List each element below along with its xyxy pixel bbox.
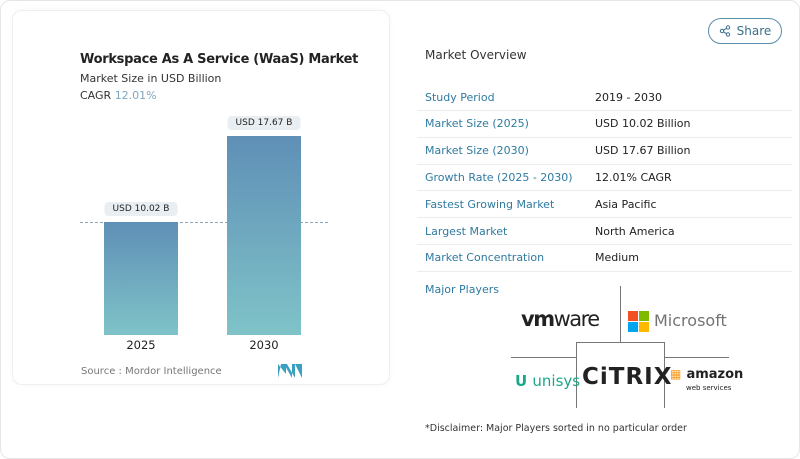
overview-row: Study Period 2019 - 2030 xyxy=(417,84,792,111)
citrix-logo: CiTRIX xyxy=(582,364,673,390)
row-value: North America xyxy=(595,224,675,238)
overview-row: Growth Rate (2025 - 2030) 12.01% CAGR xyxy=(417,164,792,192)
chart-card xyxy=(12,10,390,385)
share-icon xyxy=(719,25,730,37)
overview-row: Market Size (2025) USD 10.02 Billion xyxy=(417,111,792,138)
row-key: Market Size (2030) xyxy=(425,144,529,158)
vmware-logo: vmware xyxy=(521,307,600,331)
row-value: Medium xyxy=(595,251,639,265)
chart-subtitle: Market Size in USD Billion xyxy=(80,72,222,85)
divider xyxy=(511,357,576,358)
row-key: Largest Market xyxy=(425,224,508,238)
x-tick-label: 2030 xyxy=(249,338,279,352)
microsoft-logo xyxy=(628,311,649,332)
disclaimer: *Disclaimer: Major Players sorted in no … xyxy=(425,423,687,434)
share-label: Share xyxy=(736,24,772,38)
chart-title: Workspace As A Service (WaaS) Market xyxy=(80,52,359,67)
cagr-value: 12.01% xyxy=(114,89,157,102)
overview-row: Largest Market North America xyxy=(417,218,792,245)
row-key: Study Period xyxy=(425,90,495,104)
major-players-title: Major Players xyxy=(425,283,499,296)
x-tick-label: 2025 xyxy=(126,338,156,352)
citrix-box xyxy=(576,342,665,408)
row-key: Market Concentration xyxy=(425,251,545,265)
microsoft-logo-text: Microsoft xyxy=(654,311,727,330)
bar-2025 xyxy=(104,222,178,335)
row-value: 12.01% CAGR xyxy=(595,170,672,184)
aws-logo: ▦ amazon web services xyxy=(670,367,744,392)
row-value: USD 10.02 Billion xyxy=(595,117,691,131)
data-label: USD 10.02 B xyxy=(104,202,178,217)
row-value: Asia Pacific xyxy=(595,197,657,211)
row-key: Market Size (2025) xyxy=(425,117,529,131)
divider xyxy=(620,286,621,343)
overview-row: Fastest Growing Market Asia Pacific xyxy=(417,191,792,219)
row-key: Fastest Growing Market xyxy=(425,197,555,211)
divider xyxy=(664,357,729,358)
reference-line xyxy=(80,222,328,223)
share-button[interactable]: Share xyxy=(708,18,782,44)
unisys-logo: U unisys xyxy=(515,372,581,390)
mordor-logo xyxy=(278,364,302,378)
overview-row: Market Size (2030) USD 17.67 Billion xyxy=(417,138,792,165)
overview-title: Market Overview xyxy=(425,48,527,62)
data-label: USD 17.67 B xyxy=(227,116,301,130)
row-value: USD 17.67 Billion xyxy=(595,144,691,158)
cagr-label: CAGR xyxy=(80,89,112,102)
row-value: 2019 - 2030 xyxy=(595,90,662,104)
cagr: CAGR 12.01% xyxy=(80,89,157,102)
row-key: Growth Rate (2025 - 2030) xyxy=(425,170,573,184)
overview-row: Market Concentration Medium xyxy=(417,245,792,272)
bar-2030 xyxy=(227,136,301,335)
source: Source : Mordor Intelligence xyxy=(81,366,222,377)
